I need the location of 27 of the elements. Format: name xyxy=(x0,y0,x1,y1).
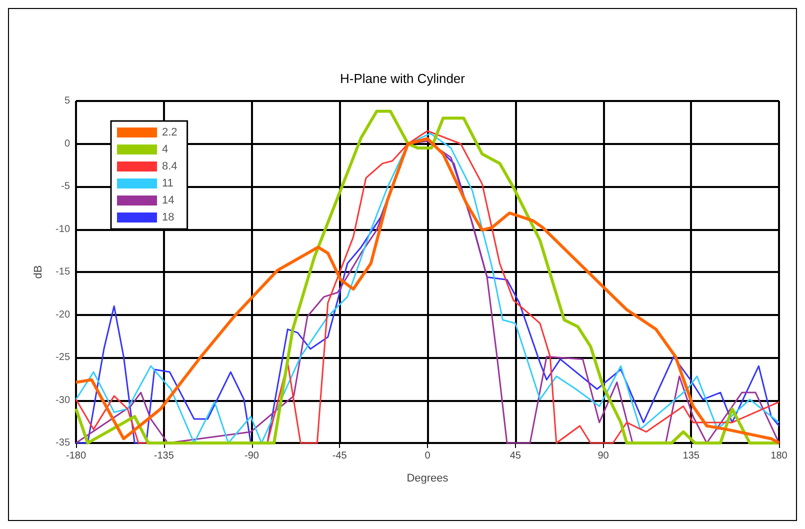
y-tick-label: -30 xyxy=(56,394,70,406)
legend-label: 4 xyxy=(162,144,168,156)
x-tick-label: -90 xyxy=(244,450,260,462)
x-tick-label: 90 xyxy=(598,450,610,462)
x-tick-label: 180 xyxy=(770,450,788,462)
x-tick-label: -135 xyxy=(154,450,174,462)
legend-label: 11 xyxy=(162,178,174,190)
x-tick-label: 45 xyxy=(510,450,522,462)
x-tick-label: 135 xyxy=(682,450,700,462)
y-tick-label: -20 xyxy=(56,309,70,320)
y-tick-label: -15 xyxy=(56,266,70,278)
legend-label: 18 xyxy=(162,212,174,224)
legend-label: 8.4 xyxy=(162,160,178,172)
y-axis-title: dB xyxy=(32,265,44,279)
y-tick-label: -35 xyxy=(56,438,70,448)
chart-title: H-Plane with Cylinder xyxy=(340,71,466,86)
y-tick-label: 5 xyxy=(64,96,70,106)
y-tick-label: 0 xyxy=(64,138,70,150)
x-tick-label: -180 xyxy=(66,450,86,462)
y-tick-label: -25 xyxy=(56,352,70,363)
x-tick-label: 0 xyxy=(424,450,431,462)
x-axis-title: Degrees xyxy=(406,472,449,484)
x-tick-label: -45 xyxy=(332,450,348,462)
legend-label: 2.2 xyxy=(162,126,178,138)
legend-label: 14 xyxy=(162,194,174,206)
y-tick-label: -5 xyxy=(61,181,70,192)
y-tick-label: -10 xyxy=(56,224,70,235)
